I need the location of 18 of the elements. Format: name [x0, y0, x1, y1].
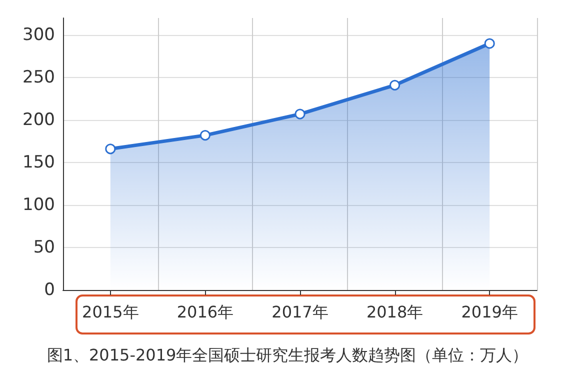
y-tick-label: 250	[22, 68, 55, 88]
y-tick-label: 100	[22, 195, 55, 215]
point	[105, 144, 116, 154]
x-tick-label: 2015年	[82, 302, 139, 322]
y-tick-label: 50	[33, 238, 55, 258]
point	[200, 130, 210, 141]
y-tick-label: 200	[22, 110, 55, 130]
point	[294, 108, 306, 120]
point	[484, 38, 495, 49]
x-tick-label: 2019年	[461, 302, 518, 322]
x-tick-label: 2016年	[176, 302, 234, 322]
x-tick-label: 2018年	[366, 302, 424, 322]
y-tick-label: 0	[44, 280, 55, 300]
x-tick-label: 2017年	[272, 302, 328, 322]
y-tick-label: 300	[22, 25, 55, 45]
y-tick-label: 150	[22, 152, 55, 172]
text: 图1、2015-2019年全国硕士研究生报考人数趋势图（单位：万人）	[46, 346, 528, 364]
point	[390, 80, 400, 90]
